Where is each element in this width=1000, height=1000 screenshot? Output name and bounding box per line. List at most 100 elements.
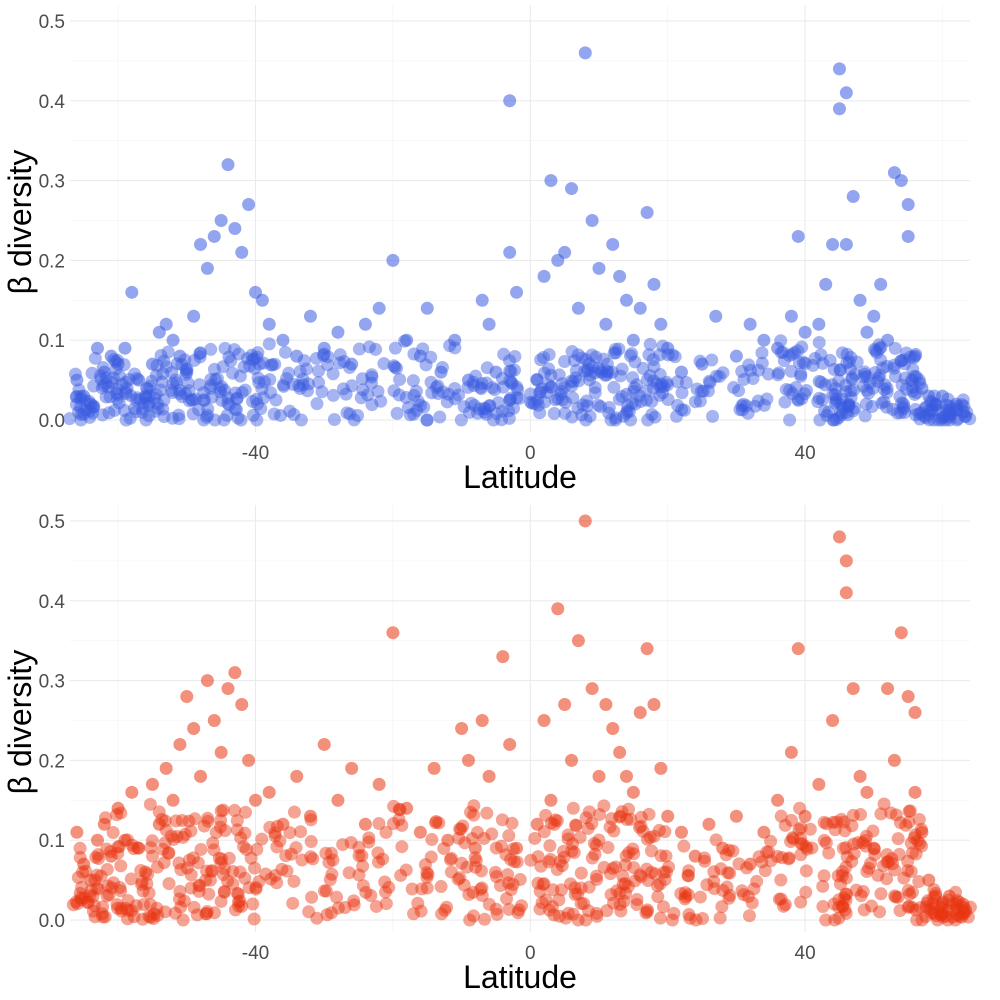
data-point bbox=[794, 895, 808, 909]
data-point bbox=[789, 380, 803, 394]
data-point bbox=[429, 380, 443, 394]
data-point bbox=[752, 850, 766, 864]
data-point bbox=[640, 905, 654, 919]
data-point bbox=[162, 877, 176, 891]
data-point bbox=[912, 407, 926, 421]
data-point bbox=[591, 398, 605, 412]
data-point bbox=[653, 388, 667, 402]
data-point bbox=[157, 410, 171, 424]
data-point bbox=[510, 380, 524, 394]
data-point bbox=[826, 713, 840, 727]
data-point bbox=[833, 363, 847, 377]
data-point bbox=[739, 399, 753, 413]
data-point bbox=[306, 852, 320, 866]
data-point bbox=[448, 382, 462, 396]
data-point bbox=[149, 387, 163, 401]
data-point bbox=[561, 828, 575, 842]
data-point bbox=[275, 862, 289, 876]
data-point bbox=[235, 385, 249, 399]
data-point bbox=[200, 674, 214, 688]
data-point bbox=[707, 881, 721, 895]
data-point bbox=[583, 373, 597, 387]
data-point bbox=[836, 899, 850, 913]
data-point bbox=[283, 404, 297, 418]
data-point bbox=[70, 825, 84, 839]
data-point bbox=[347, 894, 361, 908]
data-point bbox=[248, 361, 262, 375]
data-point bbox=[376, 852, 390, 866]
data-point bbox=[950, 908, 964, 922]
data-point bbox=[333, 356, 347, 370]
data-point bbox=[448, 392, 462, 406]
data-point bbox=[311, 364, 325, 378]
data-point bbox=[732, 384, 746, 398]
data-point bbox=[142, 886, 156, 900]
data-point bbox=[555, 859, 569, 873]
data-point bbox=[633, 389, 647, 403]
data-point bbox=[69, 398, 83, 412]
data-point bbox=[276, 333, 290, 347]
data-point bbox=[818, 378, 832, 392]
data-point bbox=[656, 900, 670, 914]
data-point bbox=[552, 893, 566, 907]
data-point bbox=[841, 399, 855, 413]
data-point bbox=[832, 900, 846, 914]
data-point bbox=[222, 398, 236, 412]
data-point bbox=[533, 386, 547, 400]
data-point bbox=[610, 884, 624, 898]
data-point bbox=[400, 801, 414, 815]
data-point bbox=[105, 375, 119, 389]
data-point bbox=[552, 909, 566, 923]
data-point bbox=[622, 405, 636, 419]
data-point bbox=[832, 911, 846, 925]
data-point bbox=[238, 383, 252, 397]
data-point bbox=[304, 850, 318, 864]
data-point bbox=[303, 809, 317, 823]
data-point bbox=[633, 868, 647, 882]
data-point bbox=[74, 893, 88, 907]
data-point bbox=[593, 808, 607, 822]
data-point bbox=[544, 174, 558, 188]
data-point bbox=[913, 836, 927, 850]
data-point bbox=[819, 913, 833, 927]
data-point bbox=[567, 354, 581, 368]
data-point bbox=[643, 369, 657, 383]
data-point bbox=[533, 884, 547, 898]
data-point bbox=[525, 396, 539, 410]
data-point bbox=[204, 373, 218, 387]
data-point bbox=[193, 350, 207, 364]
data-point bbox=[326, 367, 340, 381]
data-point bbox=[939, 909, 953, 923]
data-point bbox=[197, 393, 211, 407]
data-point bbox=[453, 871, 467, 885]
data-point bbox=[579, 913, 593, 927]
data-point bbox=[352, 868, 366, 882]
data-point bbox=[413, 825, 427, 839]
data-point bbox=[656, 386, 670, 400]
data-point bbox=[589, 869, 603, 883]
data-point bbox=[682, 864, 696, 878]
data-point bbox=[420, 870, 434, 884]
data-point bbox=[670, 409, 684, 423]
data-point bbox=[356, 879, 370, 893]
data-point bbox=[915, 913, 929, 927]
data-point bbox=[571, 401, 585, 415]
data-point bbox=[395, 840, 409, 854]
data-point bbox=[401, 401, 415, 415]
data-point bbox=[213, 820, 227, 834]
data-point bbox=[782, 852, 796, 866]
data-point bbox=[535, 896, 549, 910]
data-point bbox=[837, 891, 851, 905]
data-point bbox=[249, 882, 263, 896]
data-point bbox=[727, 381, 741, 395]
data-point bbox=[124, 389, 138, 403]
data-point bbox=[440, 395, 454, 409]
data-point bbox=[839, 378, 853, 392]
data-point bbox=[709, 369, 723, 383]
data-point bbox=[607, 346, 621, 360]
data-point bbox=[792, 823, 806, 837]
data-point bbox=[207, 843, 221, 857]
data-point bbox=[795, 340, 809, 354]
data-point bbox=[300, 362, 314, 376]
data-point bbox=[558, 406, 572, 420]
